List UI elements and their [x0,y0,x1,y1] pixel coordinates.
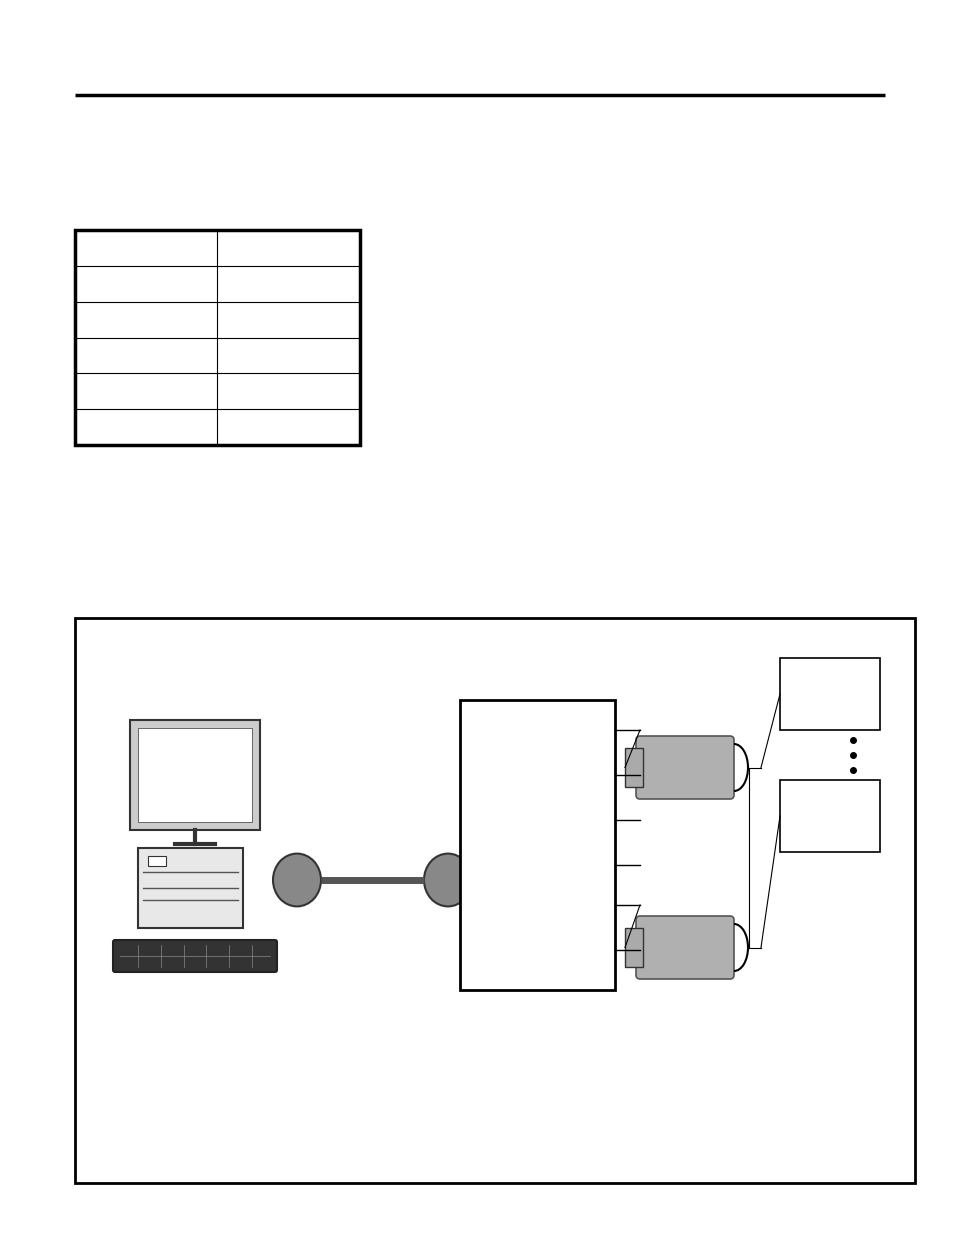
FancyBboxPatch shape [636,736,733,799]
Bar [780,658,879,730]
Bar [138,848,243,927]
FancyBboxPatch shape [112,940,276,972]
Ellipse shape [273,853,320,906]
Bar [75,618,914,1183]
Bar [780,781,879,852]
Bar [138,727,252,823]
Bar [459,700,615,990]
Bar [624,748,642,787]
Ellipse shape [423,853,472,906]
Bar [148,856,166,866]
Bar [75,230,359,445]
FancyBboxPatch shape [636,916,733,979]
Bar [130,720,260,830]
Bar [624,927,642,967]
